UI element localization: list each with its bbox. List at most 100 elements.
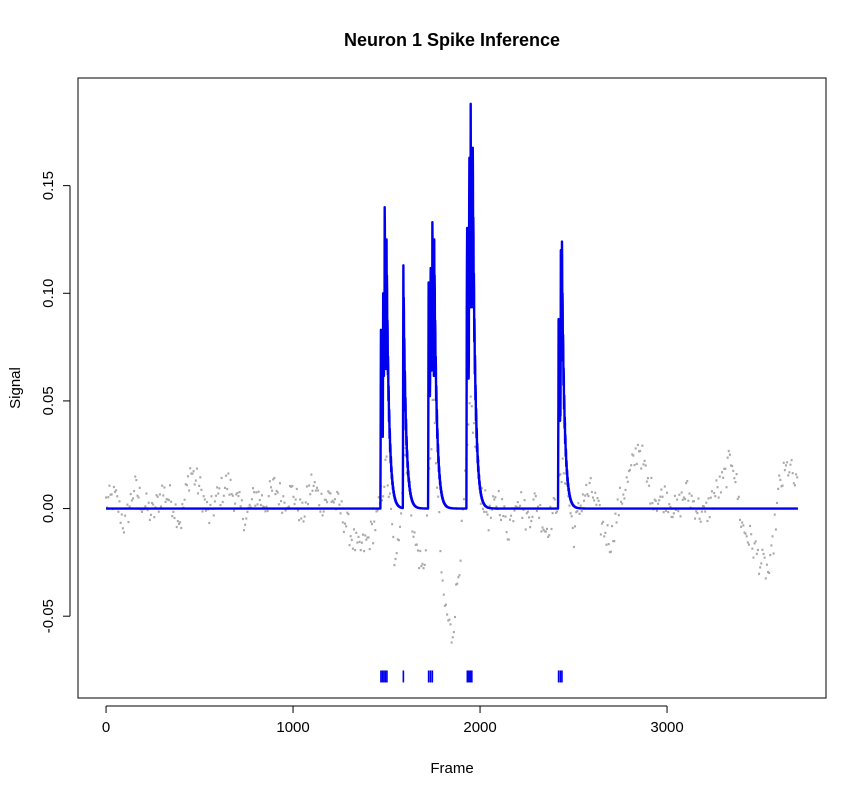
signal-point <box>791 472 794 475</box>
signal-point <box>424 549 427 552</box>
signal-point <box>534 495 537 498</box>
signal-point <box>144 505 147 508</box>
signal-point <box>276 491 279 494</box>
signal-point <box>354 549 357 552</box>
signal-point <box>310 473 313 476</box>
signal-point <box>526 510 529 513</box>
signal-point <box>245 517 248 520</box>
signal-point <box>508 518 511 521</box>
signal-point <box>195 467 198 470</box>
signal-point <box>495 505 498 508</box>
signal-point <box>390 507 393 511</box>
signal-point <box>596 497 599 500</box>
signal-point <box>567 495 570 498</box>
signal-point <box>235 493 238 496</box>
signal-point <box>493 498 496 501</box>
signal-point <box>660 488 663 491</box>
signal-point <box>239 505 242 508</box>
signal-point <box>115 489 118 492</box>
signal-point <box>574 525 577 528</box>
signal-point <box>342 530 345 534</box>
y-tick-label: 0.05 <box>40 386 57 415</box>
signal-point <box>213 500 216 503</box>
signal-point <box>590 490 593 494</box>
signal-point <box>212 514 215 517</box>
signal-point <box>432 398 435 401</box>
signal-point <box>257 490 260 493</box>
signal-point <box>699 520 702 523</box>
signal-point <box>198 484 201 487</box>
signal-point <box>758 572 761 575</box>
signal-point <box>189 467 192 470</box>
signal-point <box>754 540 757 543</box>
signal-point <box>732 469 735 472</box>
signal-point <box>384 458 387 461</box>
signal-point <box>358 540 361 543</box>
signal-point <box>136 494 139 497</box>
signal-point <box>220 476 223 480</box>
signal-point <box>692 500 695 503</box>
signal-point <box>218 487 221 490</box>
signal-point <box>501 498 504 501</box>
signal-point <box>438 510 441 514</box>
signal-point <box>226 487 229 491</box>
signal-point <box>231 494 234 497</box>
signal-point <box>727 449 730 453</box>
signal-point <box>742 524 745 527</box>
signal-point <box>414 543 417 546</box>
signal-point <box>322 510 325 513</box>
signal-point <box>498 514 501 517</box>
signal-point <box>442 593 445 596</box>
signal-point <box>321 514 324 517</box>
signal-point <box>668 503 671 506</box>
signal-point <box>120 513 123 516</box>
signal-point <box>492 495 495 498</box>
signal-point <box>446 613 449 616</box>
signal-point <box>386 484 389 487</box>
signal-point <box>552 496 555 500</box>
signal-point <box>650 476 653 480</box>
signal-point <box>388 492 391 495</box>
signal-point <box>188 489 191 492</box>
signal-point <box>445 603 448 606</box>
signal-point <box>579 504 582 507</box>
signal-point <box>697 497 700 500</box>
signal-point <box>392 535 395 539</box>
signal-point <box>361 533 364 536</box>
signal-point <box>687 499 690 502</box>
signal-point <box>600 522 603 525</box>
signal-point <box>688 492 691 495</box>
signal-point <box>177 522 180 525</box>
signal-point <box>253 491 256 494</box>
signal-point <box>289 484 292 488</box>
y-tick-label: -0.05 <box>40 599 57 633</box>
signal-point <box>147 501 150 504</box>
signal-point <box>667 510 670 514</box>
signal-point <box>348 544 351 547</box>
signal-point <box>773 513 776 516</box>
signal-point <box>393 563 396 567</box>
signal-point <box>452 630 455 634</box>
signal-point <box>611 525 614 528</box>
signal-point <box>730 464 733 467</box>
signal-point <box>584 494 587 497</box>
signal-point <box>314 489 317 492</box>
signal-point <box>640 467 643 470</box>
signal-point <box>764 577 767 580</box>
signal-point <box>340 500 343 503</box>
chart-title: Neuron 1 Spike Inference <box>344 30 560 50</box>
signal-point <box>319 510 322 513</box>
signal-point <box>616 498 619 501</box>
signal-point <box>507 538 510 541</box>
signal-point <box>448 618 451 621</box>
signal-point <box>134 475 137 478</box>
signal-point <box>602 520 605 523</box>
signal-point <box>786 461 789 464</box>
signal-point <box>503 505 506 508</box>
signal-point <box>246 510 249 513</box>
signal-point <box>772 552 775 555</box>
signal-point <box>204 509 207 512</box>
signal-point <box>635 462 638 465</box>
signal-point <box>283 501 286 504</box>
signal-point <box>513 509 516 512</box>
